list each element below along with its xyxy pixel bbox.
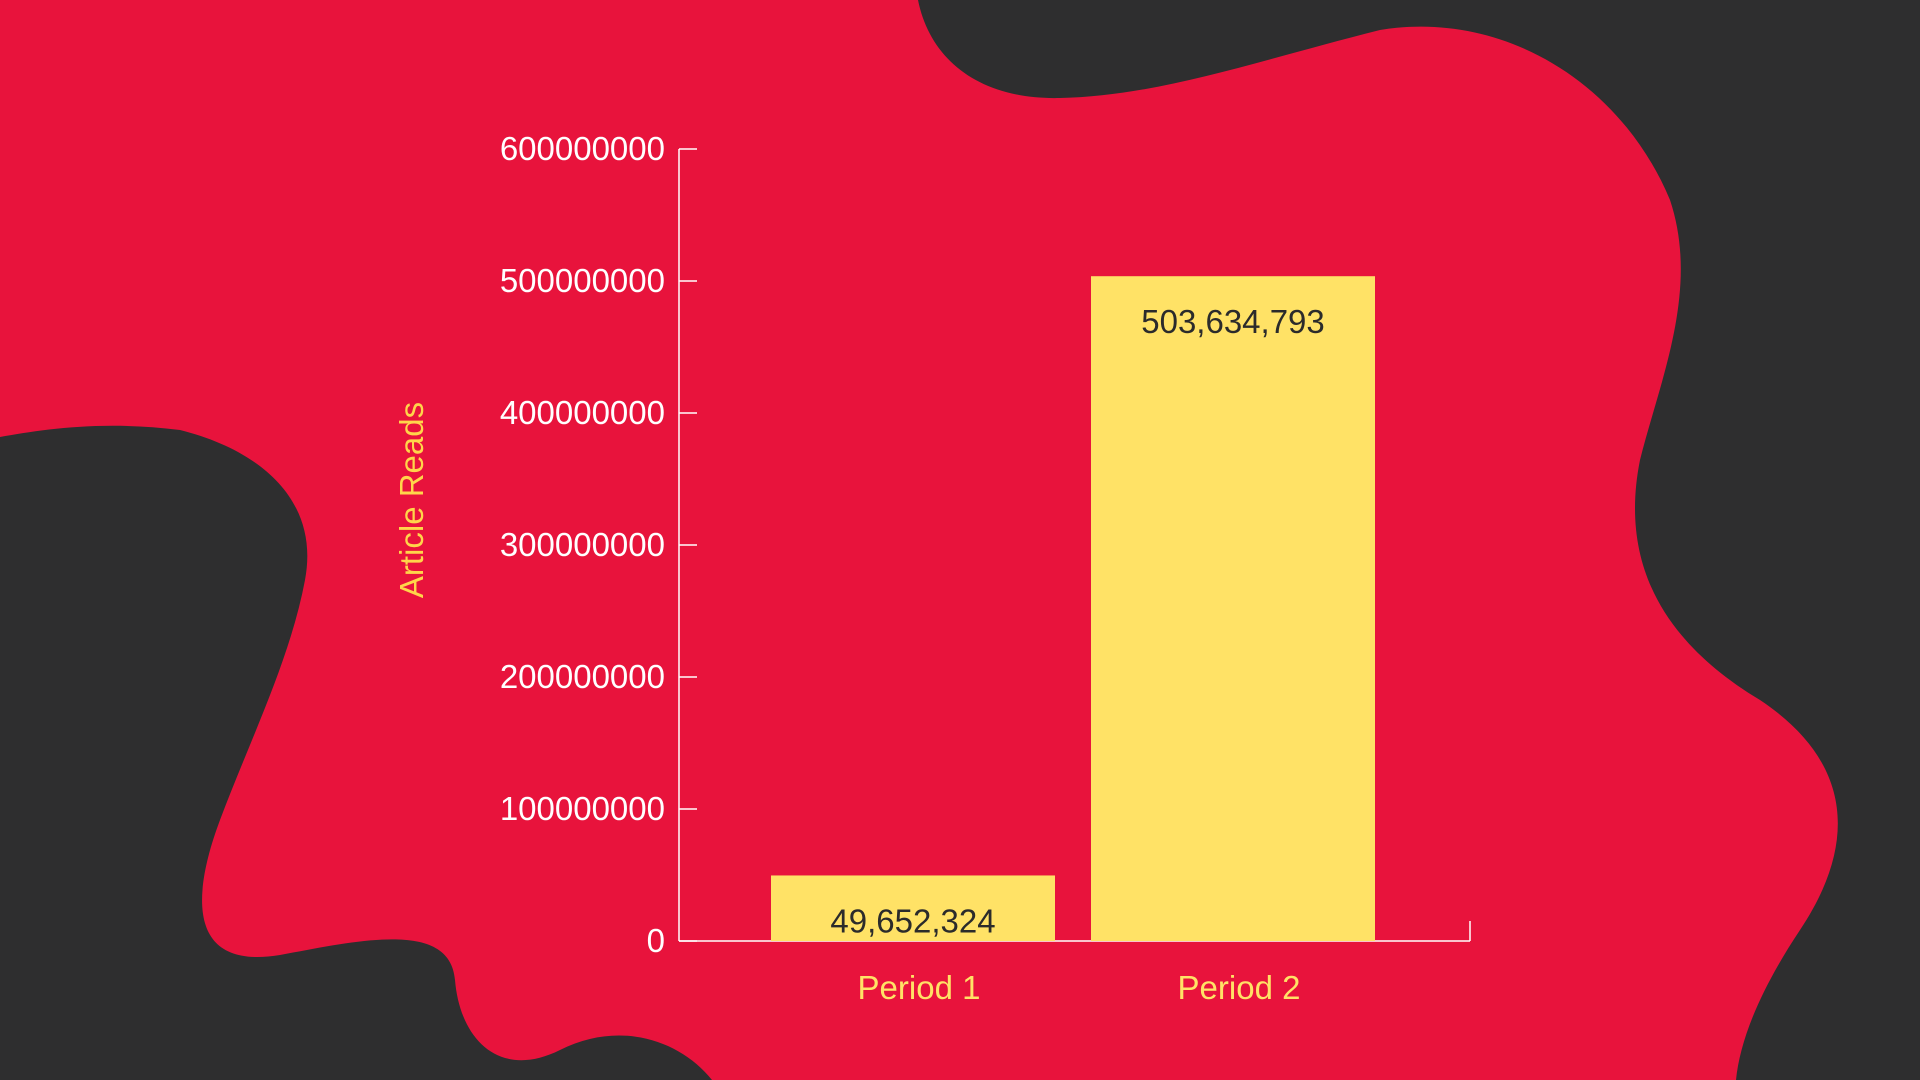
y-tick-label: 100000000 bbox=[500, 790, 665, 827]
bar-series: 49,652,324 503,634,793 bbox=[771, 276, 1375, 941]
bar bbox=[1091, 276, 1375, 941]
y-tick-label: 500000000 bbox=[500, 262, 665, 299]
y-tick-label: 300000000 bbox=[500, 526, 665, 563]
y-tick-label: 600000000 bbox=[500, 130, 665, 167]
bar bbox=[771, 875, 1055, 941]
bar-data-label: 503,634,793 bbox=[1141, 303, 1325, 340]
y-tick-label: 200000000 bbox=[500, 658, 665, 695]
x-axis-labels: Period 1 Period 2 bbox=[858, 969, 1301, 1006]
x-category-label: Period 1 bbox=[858, 969, 981, 1006]
x-category-label: Period 2 bbox=[1178, 969, 1301, 1006]
y-axis-ticks: 0 100000000 200000000 300000000 400000000 500… bbox=[500, 130, 697, 959]
y-tick-label: 400000000 bbox=[500, 394, 665, 431]
red-blob-background bbox=[0, 0, 1838, 1080]
y-axis-title: Article Reads bbox=[393, 402, 430, 598]
y-tick-label: 0 bbox=[647, 922, 665, 959]
bar-data-label: 49,652,324 bbox=[830, 902, 995, 939]
